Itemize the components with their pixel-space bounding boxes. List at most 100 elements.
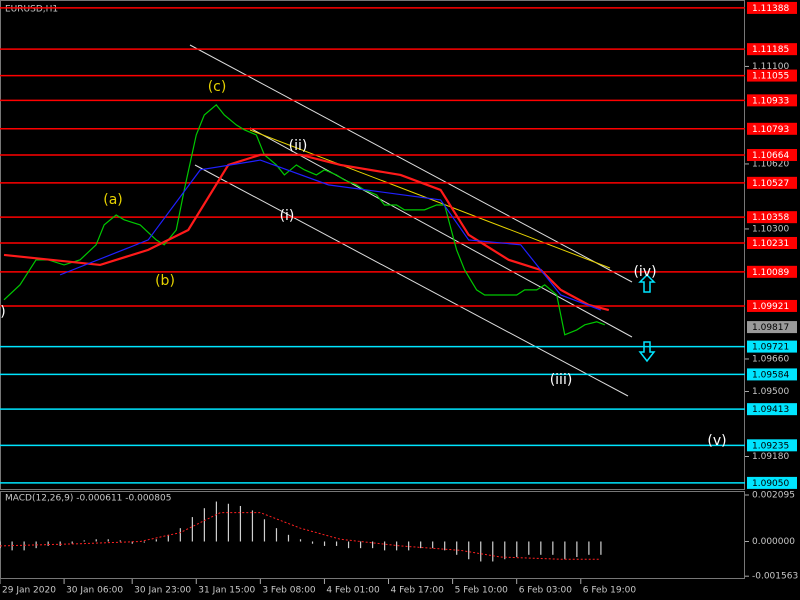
y-tick-label: 0.002095 [752,490,795,500]
macd-bar [95,539,97,542]
macd-bar [119,540,121,542]
macd-bar [576,541,578,558]
macd-bar [420,541,422,549]
macd-bar [83,540,85,542]
level-label: 1.09721 [752,343,789,353]
macd-bar [71,541,73,544]
wave-label: (v) [707,433,726,449]
macd-bar [131,541,133,544]
level-tag [747,368,797,381]
level-label: 1.10231 [752,239,789,249]
y-tick-label: 1.09660 [752,354,789,364]
macd-bar [179,528,181,542]
level-label: 1.09050 [752,479,789,489]
y-tick-label: 1.09500 [752,387,789,397]
macd-bar [540,541,542,555]
wave-label: ) [0,304,5,320]
level-tag [747,176,797,189]
wave-label: (iii) [550,372,573,388]
level-label: 1.09921 [752,302,789,312]
macd-bar [552,541,554,555]
macd-bar [107,539,109,542]
level-label: 1.10793 [752,125,789,135]
macd-bar [0,541,1,549]
macd-bar [191,517,193,542]
level-tag [747,94,797,107]
wave-label: (i) [280,208,295,224]
macd-bar [263,519,266,542]
macd-frame [0,491,745,579]
down-arrow [638,341,656,363]
x-tick-label: 31 Jan 15:00 [198,586,255,596]
series-line [59,159,602,311]
level-label: 1.10358 [752,213,789,223]
macd-bar [492,541,494,562]
macd-bar [600,541,602,555]
price-frame [0,0,745,490]
level-label: 1.11185 [752,45,789,55]
wave-label: (ii) [289,138,308,154]
macd-bar [323,541,326,546]
level-label: 1.11055 [752,72,789,82]
x-tick-label: 30 Jan 06:00 [66,586,123,596]
up-arrow [638,273,656,293]
level-tag [747,122,797,135]
macd-bar [59,541,61,546]
macd-bar [372,541,374,549]
y-tick-label: 1.10300 [752,224,789,234]
x-tick-label: 30 Jan 23:00 [134,586,191,596]
level-label: 1.10933 [752,96,789,106]
level-tag [747,1,797,14]
macd-bar [227,503,230,542]
chart-title: EURUSD,H1 [5,5,58,15]
channel-lower [194,164,629,397]
level-tag [747,43,797,56]
wave-label: (iv) [633,264,656,280]
level-tag [747,403,797,416]
level-tag [747,149,797,162]
wave-label: (a) [103,192,123,208]
macd-bar [311,541,314,544]
level-label: 1.10527 [752,179,789,189]
level-label: 1.09584 [752,370,789,380]
macd-bar [408,541,410,551]
series-line [3,153,610,312]
macd-bar [384,541,386,551]
signal-line [0,512,601,560]
wave-label: (c) [208,79,227,95]
arrows [638,273,656,363]
y-tick-label: 1.11100 [752,62,789,72]
x-tick-label: 4 Feb 17:00 [391,586,445,596]
series-line [3,103,606,336]
macd-bar [155,539,157,542]
macd-bar [23,541,25,551]
macd-bar [299,539,302,542]
y-tick-label: 1.10620 [752,159,789,169]
macd-bar [287,534,290,542]
macd-bar [516,541,518,558]
macd-bar [456,541,458,555]
level-tag [747,236,797,249]
macd-bar [588,541,590,555]
macd-bar [480,541,482,562]
level-tag [747,211,797,224]
price-tag [747,321,797,334]
level-tag [747,69,797,82]
macd-bar [251,510,254,542]
level-tag [747,439,797,452]
macd-bar [504,541,506,560]
macd-bar [528,541,530,555]
level-tag [747,299,797,312]
macd-bar [444,541,446,551]
macd-bar [564,541,566,560]
y-tick-label: -0.001563 [752,572,798,582]
macd-bar [239,505,242,542]
level-tag [747,476,797,489]
x-tick-label: 29 Jan 2020 [2,586,56,596]
macd-bar [347,541,350,549]
channel-middle [249,127,633,338]
x-tick-label: 6 Feb 03:00 [519,586,573,596]
level-label: 1.11388 [752,4,789,14]
